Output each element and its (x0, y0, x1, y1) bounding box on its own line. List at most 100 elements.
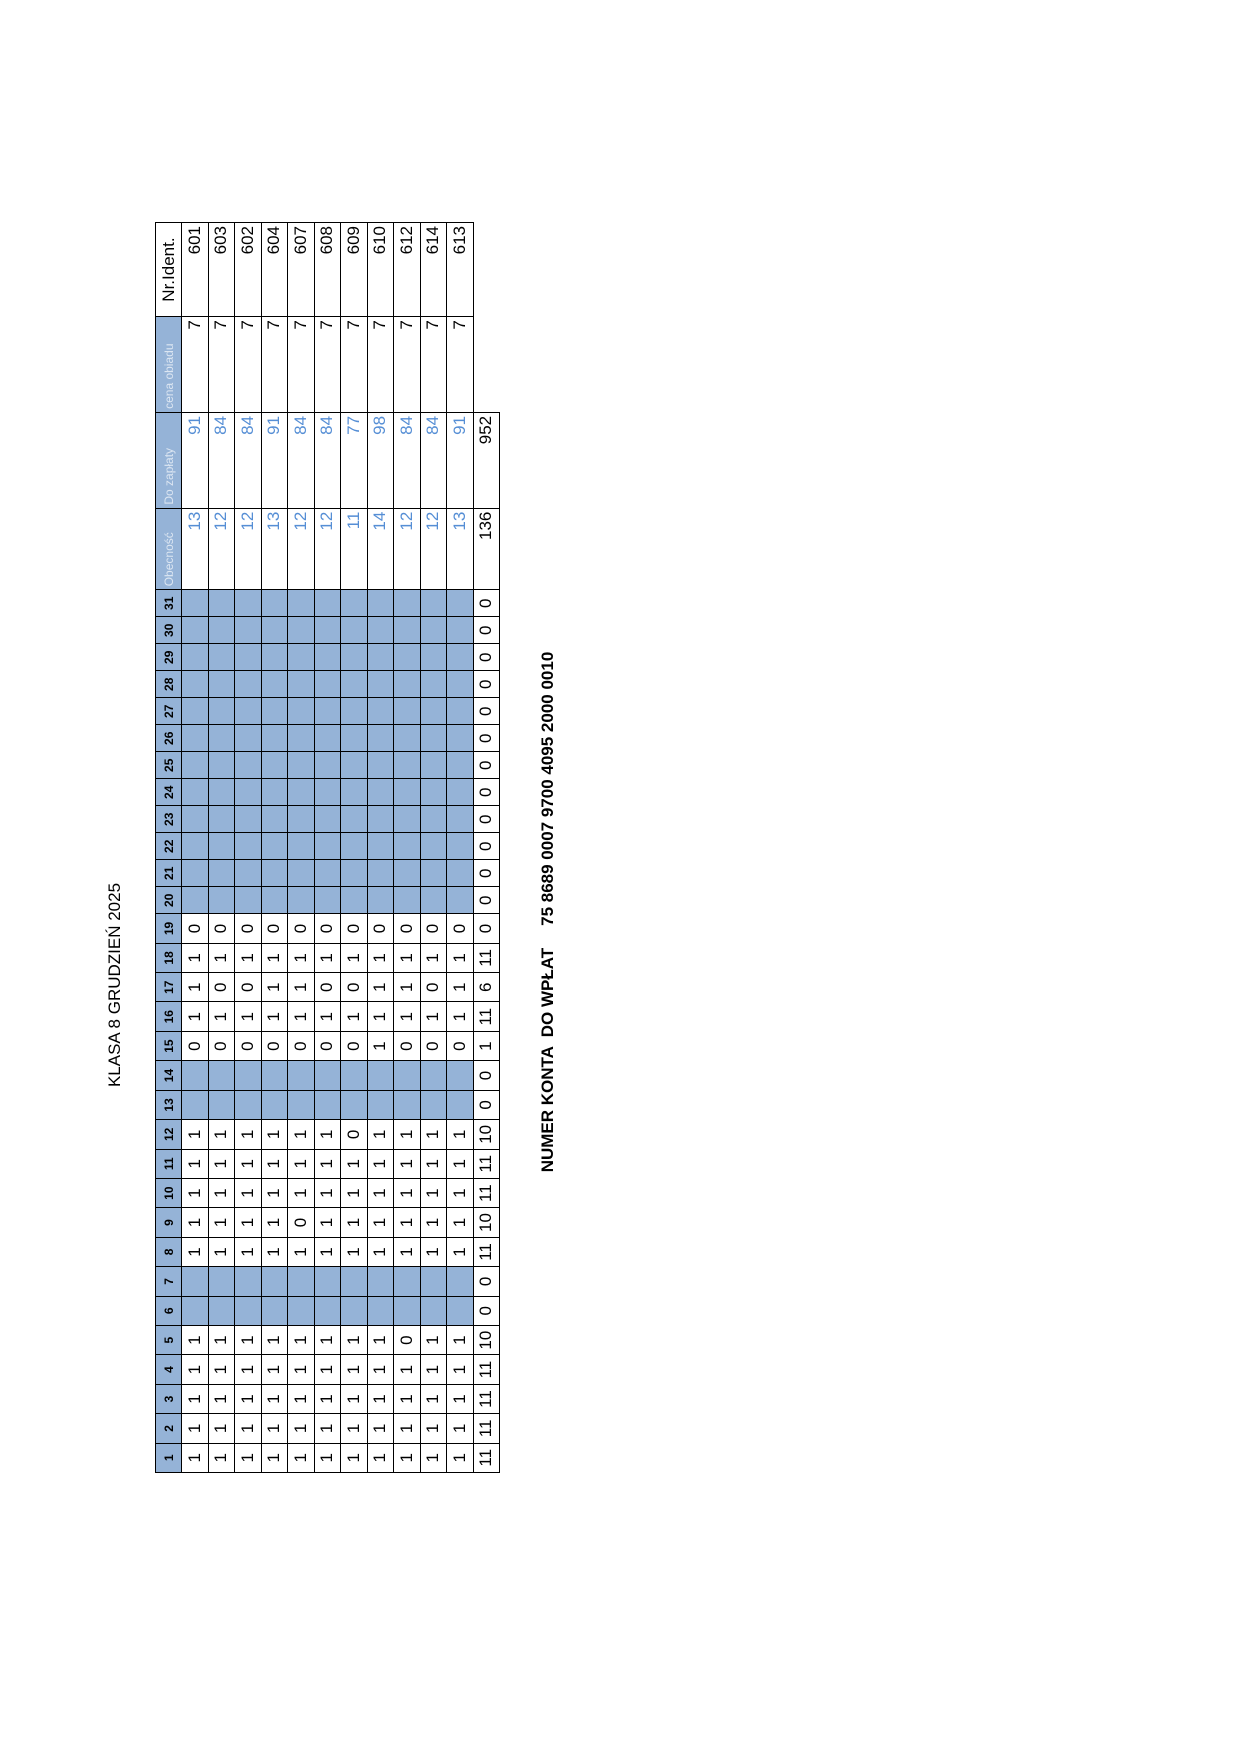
cell: 1 (208, 943, 235, 973)
cell (234, 670, 261, 698)
cell (234, 778, 261, 806)
cell: 0 (287, 913, 314, 944)
cell (234, 643, 261, 671)
account-label: NUMER KONTA DO WPŁAT (538, 947, 557, 1173)
cell: 1 (314, 1413, 341, 1444)
cell: 136 (473, 508, 500, 590)
cell (367, 616, 394, 644)
cell (234, 697, 261, 725)
cell (393, 697, 420, 725)
cell: 1 (420, 1178, 447, 1208)
cell (473, 317, 500, 413)
cell (234, 886, 261, 914)
cell: 1 (446, 1002, 473, 1032)
cell (261, 589, 288, 617)
cell: 607 (287, 222, 314, 317)
cell (287, 805, 314, 833)
cell: 1 (393, 1384, 420, 1414)
cell (287, 616, 314, 644)
cell: 0 (181, 913, 208, 944)
cell: 1 (208, 1443, 235, 1473)
cell (208, 859, 235, 887)
cell (393, 832, 420, 860)
cell: 11 (473, 943, 500, 973)
cell: 0 (473, 1296, 500, 1326)
cell (367, 805, 394, 833)
cell (420, 778, 447, 806)
cell: 1 (261, 1384, 288, 1414)
column-header: 3 (155, 1384, 182, 1414)
cell: 12 (208, 508, 235, 590)
column-header: cena obiadu (155, 316, 182, 413)
cell: 1 (446, 1443, 473, 1473)
cell (446, 697, 473, 725)
cell: 614 (420, 222, 447, 317)
cell: 1 (367, 1031, 394, 1061)
cell: 1 (208, 1207, 235, 1238)
student-row: 1 1 1 1 0 1 1 1 1 1 0 1 1 1 0 12 84 7 612 (393, 222, 420, 1473)
cell: 1 (446, 1207, 473, 1238)
cell: 7 (446, 316, 473, 413)
cell (446, 1090, 473, 1120)
cell (208, 697, 235, 725)
cell (261, 1296, 288, 1326)
cell: 1 (208, 1413, 235, 1444)
cell: 1 (340, 1002, 367, 1032)
cell (420, 886, 447, 914)
cell (314, 1266, 341, 1297)
column-header: 18 (155, 943, 182, 973)
cell: 1 (446, 1119, 473, 1150)
column-header: 30 (155, 616, 182, 644)
cell: 1 (446, 1325, 473, 1355)
cell (393, 616, 420, 644)
cell: 1 (420, 1149, 447, 1179)
cell: 1 (181, 1207, 208, 1238)
cell: 0 (473, 643, 500, 671)
cell: 1 (181, 1119, 208, 1150)
cell: 1 (234, 1384, 261, 1414)
cell (367, 751, 394, 779)
cell (367, 670, 394, 698)
cell: 84 (420, 412, 447, 509)
cell: 1 (446, 972, 473, 1002)
cell: 1 (446, 1178, 473, 1208)
cell: 0 (473, 1090, 500, 1120)
cell (234, 751, 261, 779)
cell: 0 (340, 1031, 367, 1061)
cell: 11 (473, 1178, 500, 1208)
cell (340, 859, 367, 887)
cell: 1 (234, 1354, 261, 1385)
cell (208, 589, 235, 617)
cell (261, 859, 288, 887)
cell (314, 724, 341, 752)
cell (261, 805, 288, 833)
cell: 1 (234, 1443, 261, 1473)
cell: 1 (446, 1413, 473, 1444)
cell (287, 643, 314, 671)
cell: 1 (340, 1354, 367, 1385)
cell (367, 1266, 394, 1297)
cell: 1 (314, 1443, 341, 1473)
cell (208, 724, 235, 752)
cell (367, 886, 394, 914)
cell: 1 (393, 1413, 420, 1444)
cell: 98 (367, 412, 394, 509)
cell (314, 697, 341, 725)
student-row: 1 1 1 1 1 1 1 1 1 1 0 1 0 1 0 12 84 7 603 (208, 222, 235, 1473)
cell (261, 616, 288, 644)
cell (181, 1266, 208, 1297)
cell (367, 832, 394, 860)
cell: 12 (287, 508, 314, 590)
cell (261, 1090, 288, 1120)
cell: 13 (181, 508, 208, 590)
column-header: 14 (155, 1060, 182, 1091)
cell (446, 616, 473, 644)
cell: 1 (393, 1178, 420, 1208)
cell: 0 (314, 972, 341, 1002)
cell: 0 (340, 1119, 367, 1150)
cell (314, 859, 341, 887)
cell (314, 589, 341, 617)
cell: 1 (314, 1325, 341, 1355)
cell: 1 (420, 1237, 447, 1267)
cell (367, 589, 394, 617)
